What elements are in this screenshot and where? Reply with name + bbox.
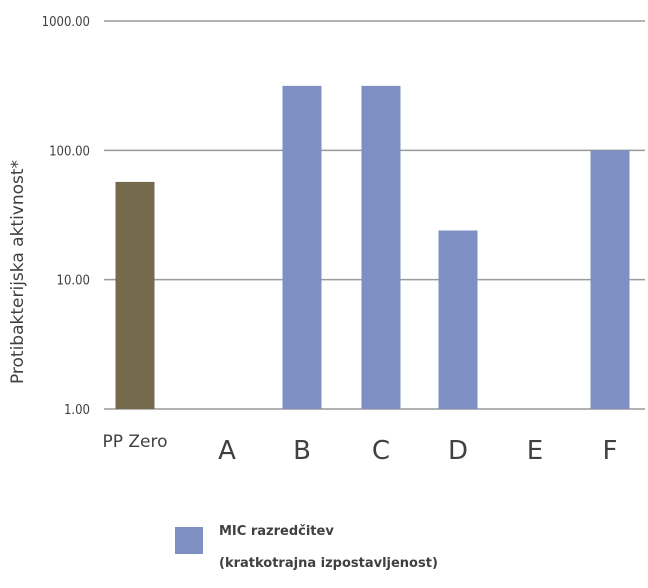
bar-d xyxy=(438,230,478,409)
x-tick-label: PP Zero xyxy=(102,432,167,452)
bar-chart: 1.00 10.00 100.00 1000.00 PP Zero A B C D E F Pro… xyxy=(8,15,645,466)
x-tick-label: B xyxy=(293,436,311,466)
x-tick-label: F xyxy=(603,436,618,466)
y-tick-label: 1000.00 xyxy=(42,15,90,30)
x-tick-label: D xyxy=(448,436,468,466)
y-axis-ticks: 1.00 10.00 100.00 1000.00 xyxy=(42,15,90,418)
legend-label-line1: MIC razredčitev xyxy=(219,524,334,539)
x-tick-label: C xyxy=(372,436,390,466)
y-axis-label: Protibakterijska aktivnost* xyxy=(8,160,28,384)
y-tick-label: 1.00 xyxy=(64,403,90,418)
bar-c xyxy=(361,85,401,410)
legend-label: MIC razredčitev (kratkotrajna izpostavlj… xyxy=(219,508,438,588)
x-tick-label: A xyxy=(218,436,236,466)
bar-pp-zero xyxy=(115,181,155,409)
y-tick-label: 100.00 xyxy=(49,144,90,159)
x-axis-ticks: PP Zero A B C D E F xyxy=(102,432,617,466)
legend-swatch xyxy=(175,527,203,554)
legend-label-line2: (kratkotrajna izpostavljenost) xyxy=(219,556,438,571)
x-tick-label: E xyxy=(527,436,543,466)
bar-b xyxy=(282,85,322,410)
bar-f xyxy=(590,150,630,410)
y-tick-label: 10.00 xyxy=(57,274,90,289)
legend: MIC razredčitev (kratkotrajna izpostavlj… xyxy=(175,508,438,588)
bars xyxy=(115,85,630,410)
